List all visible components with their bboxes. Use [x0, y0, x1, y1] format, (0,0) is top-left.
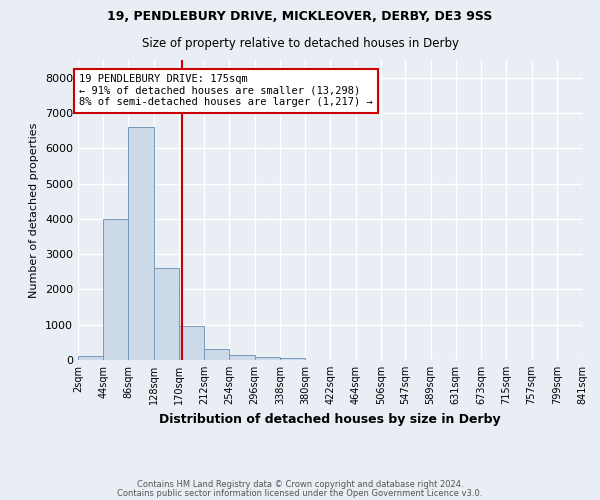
Bar — [179, 326, 204, 360]
Bar — [128, 127, 154, 360]
Bar — [280, 358, 305, 360]
Text: Contains HM Land Registry data © Crown copyright and database right 2024.: Contains HM Land Registry data © Crown c… — [137, 480, 463, 489]
Bar — [229, 356, 254, 360]
Text: Contains public sector information licensed under the Open Government Licence v3: Contains public sector information licen… — [118, 489, 482, 498]
X-axis label: Distribution of detached houses by size in Derby: Distribution of detached houses by size … — [159, 412, 501, 426]
Y-axis label: Number of detached properties: Number of detached properties — [29, 122, 40, 298]
Bar — [154, 268, 179, 360]
Bar — [204, 348, 229, 360]
Bar — [78, 356, 103, 360]
Text: Size of property relative to detached houses in Derby: Size of property relative to detached ho… — [142, 38, 458, 51]
Bar — [254, 357, 280, 360]
Text: 19 PENDLEBURY DRIVE: 175sqm
← 91% of detached houses are smaller (13,298)
8% of : 19 PENDLEBURY DRIVE: 175sqm ← 91% of det… — [79, 74, 373, 108]
Bar — [103, 219, 128, 360]
Text: 19, PENDLEBURY DRIVE, MICKLEOVER, DERBY, DE3 9SS: 19, PENDLEBURY DRIVE, MICKLEOVER, DERBY,… — [107, 10, 493, 23]
